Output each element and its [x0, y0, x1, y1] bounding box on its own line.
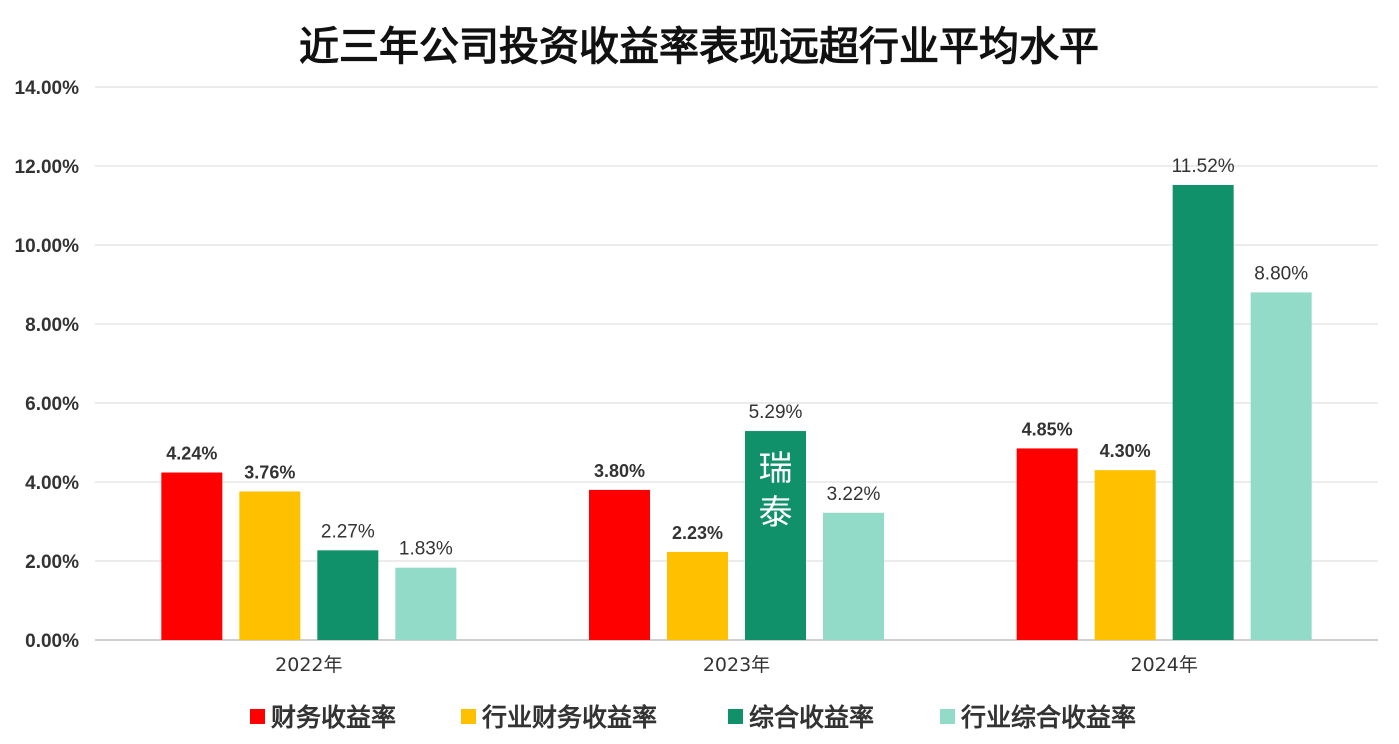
chart-title: 近三年公司投资收益率表现远超行业平均水平 [299, 24, 1099, 70]
legend-label: 行业综合收益率 [960, 703, 1136, 732]
annotation-char: 泰 [759, 493, 793, 533]
bar [667, 551, 728, 640]
bar [1250, 292, 1312, 640]
annotation-char: 瑞 [759, 449, 793, 489]
data-label: 4.30% [1100, 441, 1151, 461]
bar [1094, 470, 1156, 640]
data-label: 1.83% [399, 539, 453, 560]
bar [161, 472, 223, 640]
legend-swatch [461, 709, 476, 724]
data-label: 3.22% [827, 484, 881, 505]
bar [395, 567, 457, 640]
legend-label: 行业财务收益率 [481, 703, 657, 732]
y-axis: 0.00% 2.00% 4.00% 6.00% 8.00% 10.00% 12.00% 14.… [15, 78, 80, 652]
legend: 财务收益率 行业财务收益率 综合收益率 行业综合收益率 [250, 703, 1136, 732]
data-label: 3.76% [244, 462, 295, 482]
data-label: 4.85% [1022, 419, 1073, 439]
y-tick-label: 4.00% [25, 473, 79, 494]
data-label: 3.80% [594, 461, 645, 481]
data-label: 2.27% [321, 521, 375, 542]
bars [161, 184, 1312, 640]
gridlines [95, 86, 1378, 641]
data-labels: 4.24% 3.76% 2.27% 1.83% 3.80% 2.23% 5.29% 3.22%… [166, 156, 1308, 560]
x-tick-label: 2023年 [703, 654, 770, 676]
bar [239, 491, 301, 640]
y-tick-label: 14.00% [15, 78, 80, 99]
bar [317, 550, 379, 640]
data-label: 4.24% [166, 444, 217, 464]
bar [745, 431, 806, 640]
y-tick-label: 8.00% [25, 315, 79, 336]
annotation: 瑞泰 [759, 449, 793, 533]
bar [823, 512, 884, 640]
y-tick-label: 10.00% [15, 236, 80, 257]
legend-swatch [940, 709, 955, 724]
bar [1172, 184, 1234, 640]
bar [589, 489, 650, 640]
x-axis: 2022年 2023年 2024年 [275, 654, 1198, 676]
y-tick-label: 6.00% [25, 394, 79, 415]
bar [1016, 448, 1078, 640]
legend-label: 财务收益率 [271, 703, 396, 732]
legend-swatch [728, 709, 743, 724]
data-label: 11.52% [1172, 156, 1235, 177]
y-tick-label: 2.00% [25, 552, 79, 573]
data-label: 2.23% [672, 523, 723, 543]
data-label: 8.80% [1254, 263, 1308, 284]
x-tick-label: 2024年 [1130, 654, 1197, 676]
y-tick-label: 12.00% [15, 157, 80, 178]
legend-swatch [250, 709, 265, 724]
x-tick-label: 2022年 [275, 654, 342, 676]
data-label: 5.29% [749, 402, 803, 423]
legend-label: 综合收益率 [749, 703, 874, 732]
y-tick-label: 0.00% [25, 631, 79, 652]
